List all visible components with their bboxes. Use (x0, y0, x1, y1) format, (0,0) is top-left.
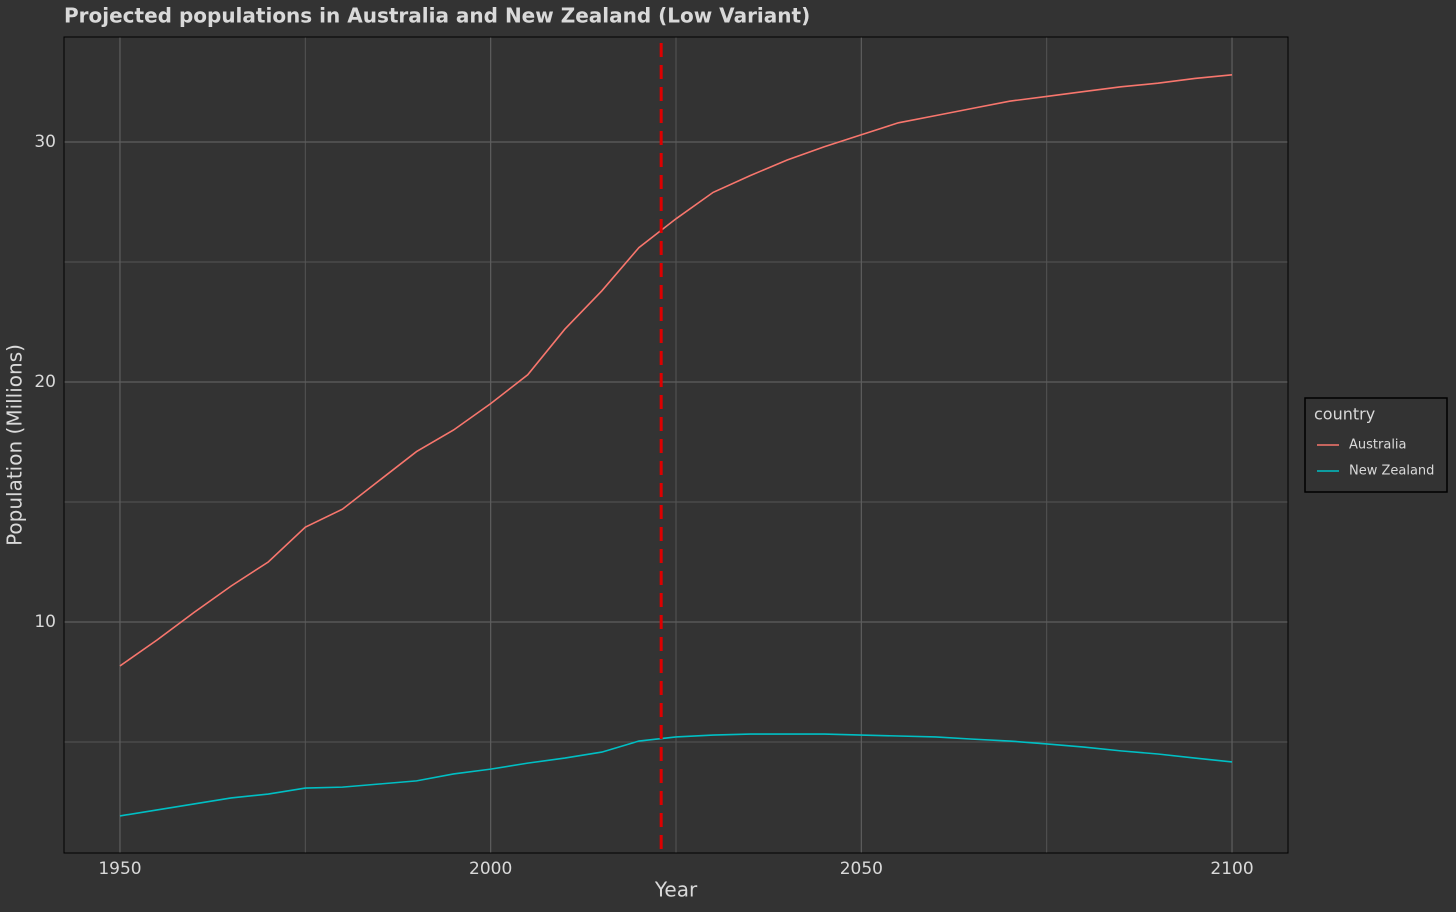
chart-title: Projected populations in Australia and N… (64, 4, 810, 28)
legend-label: Australia (1349, 438, 1407, 453)
panel-border (63, 36, 1289, 854)
x-tick-label: 1950 (98, 859, 141, 879)
grid (64, 37, 1288, 853)
series-line (119, 733, 1233, 817)
marks (119, 43, 1233, 853)
x-tick-label: 2050 (840, 859, 883, 879)
x-tick-label: 2000 (469, 859, 512, 879)
y-axis-label: Population (Millions) (3, 344, 27, 546)
series-line (119, 74, 1233, 667)
y-tick-label: 10 (34, 612, 56, 632)
x-tick-label: 2100 (1210, 859, 1253, 879)
x-axis-label: Year (654, 878, 698, 902)
y-tick-label: 20 (34, 372, 56, 392)
legend-title: country (1314, 405, 1375, 424)
legend-label: New Zealand (1349, 464, 1434, 479)
y-tick-label: 30 (34, 132, 56, 152)
